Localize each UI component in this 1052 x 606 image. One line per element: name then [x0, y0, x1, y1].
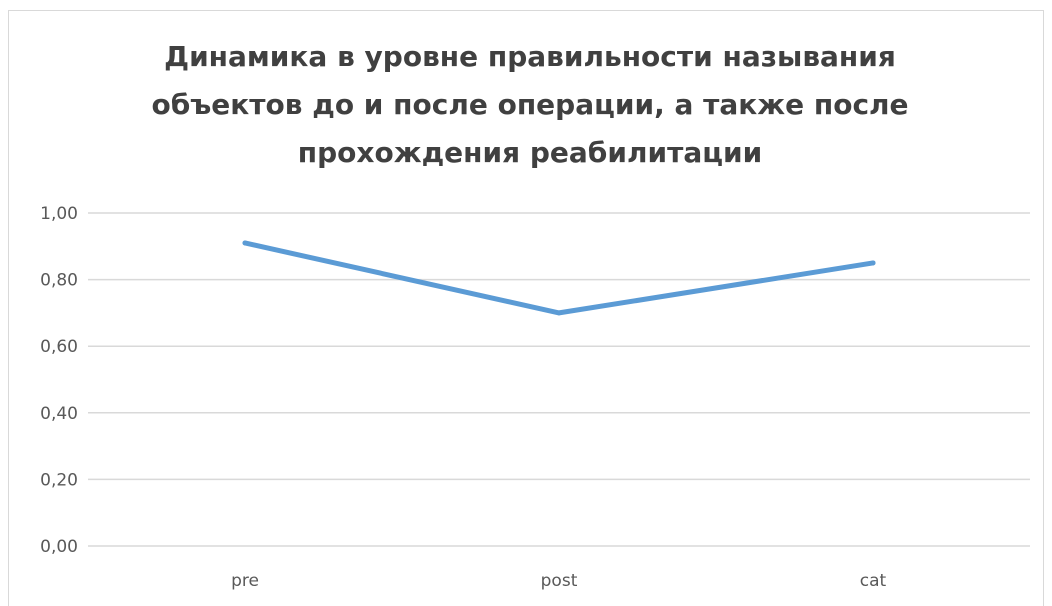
- grid-layer: [88, 212, 1030, 547]
- y-tick-label: 0,80: [40, 271, 78, 291]
- x-tick-label: post: [541, 571, 578, 591]
- y-tick-label: 1,00: [40, 204, 78, 224]
- chart-title: Динамика в уровне правильности называния…: [151, 40, 909, 169]
- x-axis-ticks: pre post cat: [231, 571, 886, 591]
- y-axis-ticks: 0,00 0,20 0,40 0,60 0,80 1,00: [40, 204, 78, 557]
- y-tick-label: 0,20: [40, 470, 78, 490]
- data-point: [556, 310, 562, 316]
- y-tick-label: 0,40: [40, 404, 78, 424]
- series-line: [242, 240, 876, 316]
- x-tick-label: cat: [860, 571, 887, 591]
- y-tick-label: 0,60: [40, 337, 78, 357]
- x-tick-label: pre: [231, 571, 259, 591]
- data-point: [242, 240, 248, 246]
- y-tick-label: 0,00: [40, 537, 78, 557]
- series-layer: [242, 240, 876, 316]
- data-point: [870, 260, 876, 266]
